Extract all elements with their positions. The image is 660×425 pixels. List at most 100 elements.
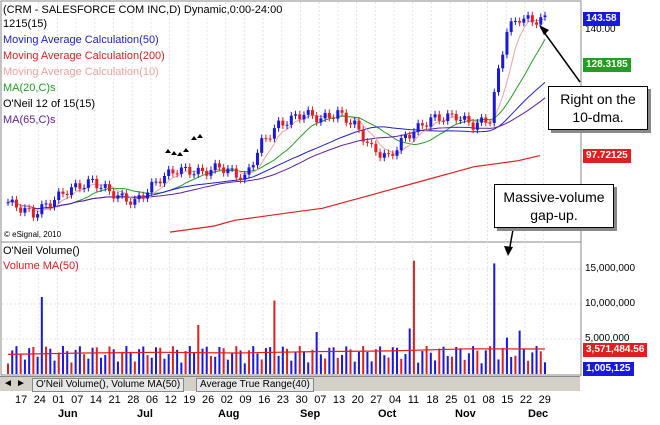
candle-body	[480, 117, 484, 123]
volume-bar	[7, 363, 9, 374]
candle-body	[539, 17, 543, 25]
candle-body	[44, 203, 48, 205]
candle-body	[74, 183, 78, 188]
volume-bar	[514, 355, 517, 374]
volume-bar	[239, 350, 242, 374]
tab-oneil-volume[interactable]: O'Neil Volume(), Volume MA(50)	[32, 378, 185, 392]
x-month-label: Oct	[378, 408, 397, 420]
volume-bar	[49, 348, 52, 374]
watermark: © eSignal, 2010	[4, 230, 62, 239]
volume-bar	[180, 362, 183, 374]
volume-bar	[91, 347, 94, 374]
tab-average-true-range[interactable]: Average True Range(40)	[196, 378, 314, 392]
candle-body	[188, 167, 192, 175]
volume-tick-label: 10,000,000	[585, 298, 636, 309]
candle-body	[442, 120, 446, 122]
signal-arrow	[171, 151, 177, 155]
candle-body	[323, 112, 327, 119]
candle-body	[226, 168, 230, 174]
candle-body	[86, 179, 90, 188]
candle-body	[463, 115, 467, 120]
volume-bar	[112, 349, 115, 374]
candle-body	[150, 181, 154, 193]
candle-body	[14, 199, 18, 208]
price-legend-item: O'Neil 12 of 15(15)	[3, 98, 95, 110]
candle-body	[310, 109, 314, 116]
x-day-label: 26	[202, 394, 215, 406]
x-day-label: 23	[276, 394, 290, 406]
candle-body	[530, 15, 534, 23]
volume-bar	[412, 260, 415, 374]
volume-legend-item: O'Neil Volume()	[3, 245, 80, 257]
x-day-label: 22	[519, 394, 533, 406]
x-day-label: 07	[314, 394, 327, 406]
candle-body	[78, 183, 82, 189]
volume-bar	[193, 352, 196, 374]
volume-bar	[32, 346, 35, 374]
volume-bar	[108, 346, 111, 374]
volume-bar	[214, 356, 217, 374]
candle-body	[137, 195, 141, 200]
price-legend-item: MA(65,C)s	[3, 114, 56, 126]
candle-body	[222, 167, 226, 174]
volume-bar	[286, 348, 289, 374]
volume-bar	[243, 363, 246, 374]
volume-bar	[497, 359, 500, 374]
ma-65-line	[7, 97, 546, 210]
candle-body	[429, 117, 433, 127]
x-day-label: 13	[332, 394, 346, 406]
candle-body	[395, 150, 399, 156]
volume-bar	[209, 355, 212, 374]
x-month-label: Jul	[137, 408, 153, 420]
volume-bar	[332, 347, 335, 374]
x-day-label: 18	[426, 394, 439, 406]
volume-bar	[205, 346, 208, 374]
candle-body	[82, 187, 86, 189]
volume-bar	[404, 354, 407, 374]
volume-bar	[87, 358, 90, 374]
candle-body	[133, 199, 137, 205]
chart-title: (CRM - SALESFORCE COM INC,D) Dynamic,0:0…	[3, 4, 283, 16]
x-day-label: 12	[164, 394, 177, 406]
candle-body	[365, 141, 369, 143]
candle-body	[509, 21, 513, 32]
tab-scroll-right-icon[interactable]: ►	[16, 378, 26, 389]
candle-body	[213, 163, 217, 170]
volume-bar	[400, 358, 403, 374]
volume-tick-label: 15,000,000	[585, 263, 636, 274]
volume-bar	[396, 347, 399, 374]
candle-body	[315, 115, 319, 123]
grid-lines	[2, 2, 580, 375]
candle-body	[374, 144, 378, 153]
candle-body	[217, 163, 221, 168]
volume-bar	[171, 346, 174, 374]
price-tag: 143.58	[583, 12, 620, 27]
candle-body	[302, 114, 306, 120]
volume-bar	[142, 346, 145, 374]
candle-body	[484, 117, 488, 123]
candle-body	[171, 169, 175, 174]
volume-bar	[53, 360, 56, 374]
volume-bar	[45, 346, 48, 374]
volume-bar	[273, 300, 276, 374]
volume-bar	[74, 349, 77, 374]
price-legend-item: Moving Average Calculation(200)	[3, 50, 165, 62]
candle-body	[53, 200, 57, 207]
candle-body	[196, 167, 200, 175]
candle-body	[281, 120, 285, 126]
volume-bar	[116, 361, 119, 374]
ten-dma-arrow	[540, 27, 581, 83]
volume-bar	[493, 263, 496, 374]
volume-bar	[277, 355, 280, 374]
callout-gap-up: Massive-volume gap-up.	[494, 184, 614, 228]
candle-body	[391, 153, 395, 156]
candle-body	[209, 169, 213, 176]
x-day-label: 06	[145, 394, 159, 406]
tab-scroll-left-icon[interactable]: ◄	[3, 378, 13, 389]
x-day-label: 19	[183, 394, 196, 406]
x-day-label: 02	[220, 394, 233, 406]
volume-bar	[15, 346, 18, 374]
candle-body	[272, 128, 276, 139]
volume-bar	[176, 349, 179, 374]
candle-body	[492, 92, 496, 124]
